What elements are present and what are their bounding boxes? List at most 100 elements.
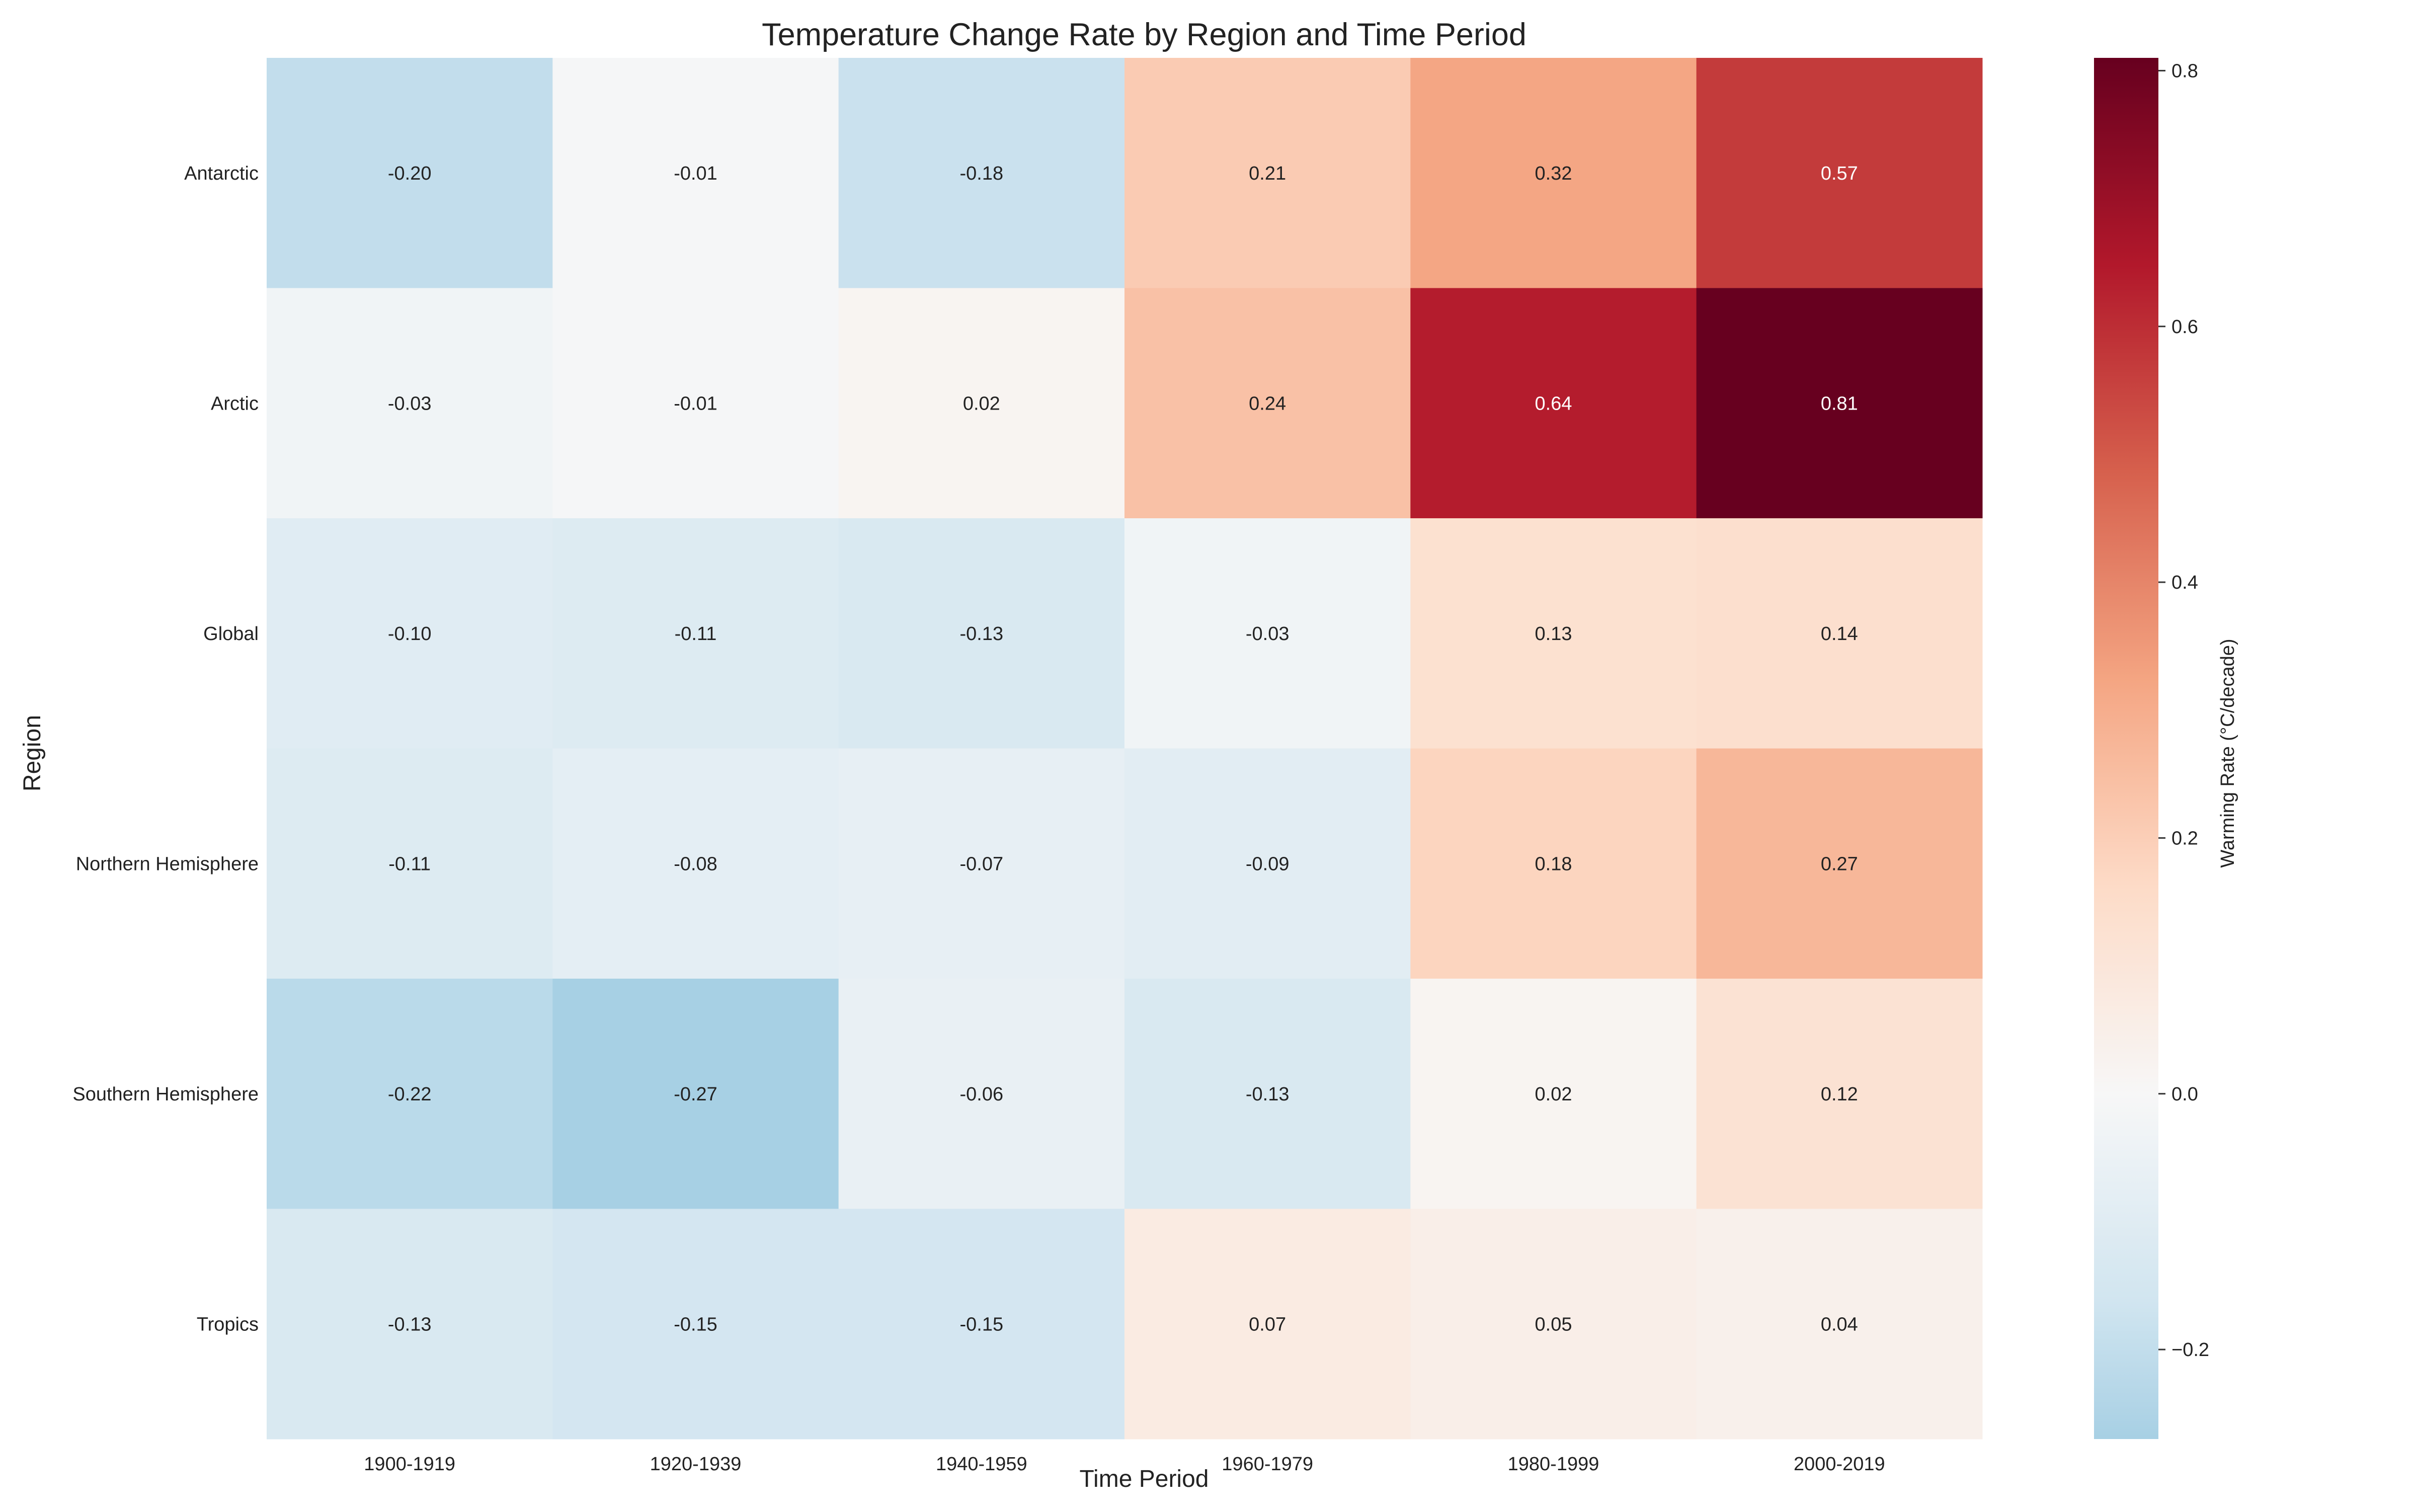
cell-value-label: 0.04 [1821,1314,1858,1335]
colorbar: −0.2 0.0 0.2 0.4 0.6 0.8 [2094,58,2209,1439]
colorbar-tick-label: 0.0 [2171,1084,2198,1105]
heatmap-cell [1124,979,1411,1209]
heatmap-cell [1124,748,1411,979]
heatmap-cell [1124,1209,1411,1440]
heatmap-cell [552,979,839,1209]
cell-value-label: -0.13 [960,623,1004,645]
cell-value-label: -0.20 [388,163,432,184]
x-tick-label: 1900-1919 [364,1454,455,1475]
y-tick-label: Tropics [197,1314,259,1335]
heatmap-cell [838,518,1125,749]
cell-value-label: 0.24 [1249,393,1286,414]
cell-value-label: 0.14 [1821,623,1858,645]
cell-value-label: -0.07 [960,853,1004,874]
cell-value-label: -0.10 [388,623,432,645]
cell-value-label: 0.57 [1821,163,1858,184]
cell-value-label: 0.81 [1821,393,1858,414]
x-tick-label: 1940-1959 [936,1454,1027,1475]
heatmap-cell [1410,979,1697,1209]
heatmap-cell [1696,1209,1983,1440]
cell-value-label: -0.11 [388,853,431,874]
colorbar-tick-label: 0.6 [2171,316,2198,338]
heatmap-cell [267,518,553,749]
x-axis-label: Time Period [1080,1466,1209,1492]
heatmap-cell [552,1209,839,1440]
cell-value-label: 0.05 [1535,1314,1572,1335]
heatmap-cell [838,748,1125,979]
heatmap-cell [267,979,553,1209]
colorbar-tick-label: 0.4 [2171,572,2198,593]
cell-value-label: 0.02 [963,393,1000,414]
cell-value-label: 0.12 [1821,1084,1858,1105]
y-tick-label: Antarctic [184,163,259,184]
cell-value-label: -0.01 [674,393,717,414]
y-axis-label: Region [19,715,46,791]
cell-value-label: -0.22 [388,1084,432,1105]
heatmap-cell [1410,58,1697,288]
heatmap-cell [1696,58,1983,288]
heatmap-cells: -0.20 -0.01 -0.18 0.21 0.32 0.57 -0.03 -0.01 0.0… [267,58,1983,1440]
x-axis-ticks: 1900-1919 1920-1939 1940-1959 1960-1979 1980… [364,1454,1885,1475]
x-tick-label: 1980-1999 [1508,1454,1599,1475]
cell-value-label: 0.21 [1249,163,1286,184]
heatmap-cell [267,58,553,288]
colorbar-tick-label: 0.8 [2171,60,2198,82]
y-tick-label: Global [203,623,259,645]
heatmap-cell [267,748,553,979]
heatmap-cell [1696,518,1983,749]
heatmap-cell [552,58,839,288]
cell-value-label: 0.13 [1535,623,1572,645]
cell-value-label: -0.15 [960,1314,1004,1335]
colorbar-gradient [2094,58,2158,1439]
heatmap-cell [552,518,839,749]
cell-value-label: -0.13 [1246,1084,1290,1105]
cell-value-label: -0.03 [388,393,432,414]
cell-value-label: -0.15 [674,1314,717,1335]
cell-value-label: 0.07 [1249,1314,1286,1335]
heatmap-cell [552,748,839,979]
heatmap-cell [1410,518,1697,749]
heatmap-cell [267,1209,553,1440]
cell-value-label: 0.02 [1535,1084,1572,1105]
heatmap-cell [838,979,1125,1209]
cell-value-label: -0.13 [388,1314,432,1335]
heatmap-cell [1696,288,1983,519]
y-axis-ticks: Antarctic Arctic Global Northern Hemisphere… [72,163,259,1335]
heatmap-cell [838,288,1125,519]
cell-value-label: 0.27 [1821,853,1858,874]
heatmap-cell [838,1209,1125,1440]
heatmap-cell [1410,748,1697,979]
chart-title: Temperature Change Rate by Region and Ti… [762,17,1526,52]
cell-value-label: 0.18 [1535,853,1572,874]
heatmap-cell [1696,748,1983,979]
cell-value-label: -0.01 [674,163,717,184]
y-tick-label: Arctic [211,393,259,414]
heatmap-cell [1124,58,1411,288]
colorbar-tick-label: −0.2 [2171,1339,2209,1361]
cell-value-label: -0.18 [960,163,1004,184]
cell-value-label: 0.64 [1535,393,1572,414]
heatmap-cell [1410,1209,1697,1440]
cell-value-label: -0.08 [674,853,717,874]
x-tick-label: 1960-1979 [1222,1454,1313,1475]
heatmap-cell [1124,518,1411,749]
cell-value-label: -0.06 [960,1084,1004,1105]
heatmap-cell [552,288,839,519]
heatmap-cell [1696,979,1983,1209]
heatmap-cell [267,288,553,519]
heatmap-cell [838,58,1125,288]
cell-value-label: -0.27 [674,1084,717,1105]
y-tick-label: Northern Hemisphere [76,853,259,874]
colorbar-label: Warming Rate (°C/decade) [2217,639,2238,867]
colorbar-tick-label: 0.2 [2171,828,2198,849]
cell-value-label: -0.09 [1246,853,1290,874]
heatmap-cell [1124,288,1411,519]
cell-value-label: -0.03 [1246,623,1290,645]
y-tick-label: Southern Hemisphere [72,1084,259,1105]
cell-value-label: 0.32 [1535,163,1572,184]
x-tick-label: 2000-2019 [1794,1454,1885,1475]
heatmap-cell [1410,288,1697,519]
x-tick-label: 1920-1939 [650,1454,742,1475]
